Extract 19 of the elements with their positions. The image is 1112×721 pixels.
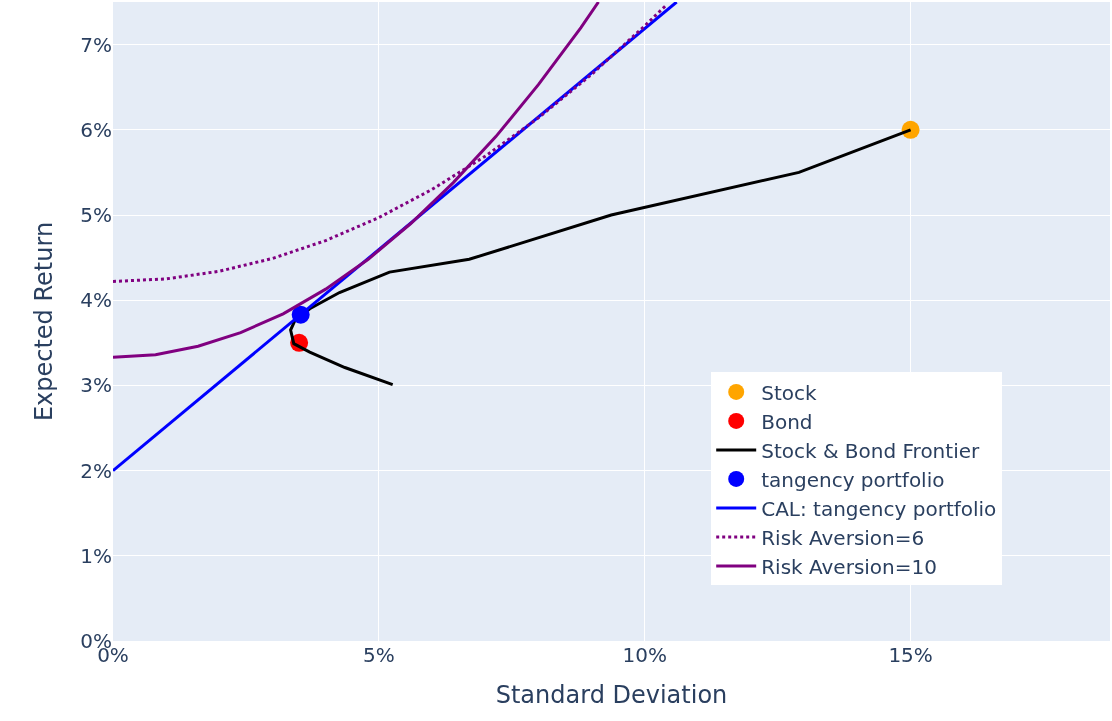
y-tick-label: 4% [80,288,112,313]
y-axis-title: Expected Return [30,221,59,422]
legend-label: Bond [761,409,813,434]
x-tick-label: 10% [622,643,667,667]
y-tick-label: 2% [80,458,112,483]
y-tick-label: 5% [80,203,112,227]
y-tick-label: 1% [80,543,112,568]
legend-label: Risk Aversion=10 [761,554,937,579]
y-tick-label: 6% [80,117,112,142]
x-tick-label: 15% [888,643,933,667]
x-tick-label: 5% [363,643,395,667]
y-tick-label: 7% [80,32,112,57]
legend-label: Stock [761,380,817,405]
x-axis-title: Standard Deviation [495,681,728,710]
legend-label: tangency portfolio [761,467,945,492]
legend-label: Stock & Bond Frontier [761,438,980,463]
y-tick-label: 3% [80,373,112,398]
legend-label: Risk Aversion=6 [761,525,925,550]
legend-label: CAL: tangency portfolio [761,496,997,521]
